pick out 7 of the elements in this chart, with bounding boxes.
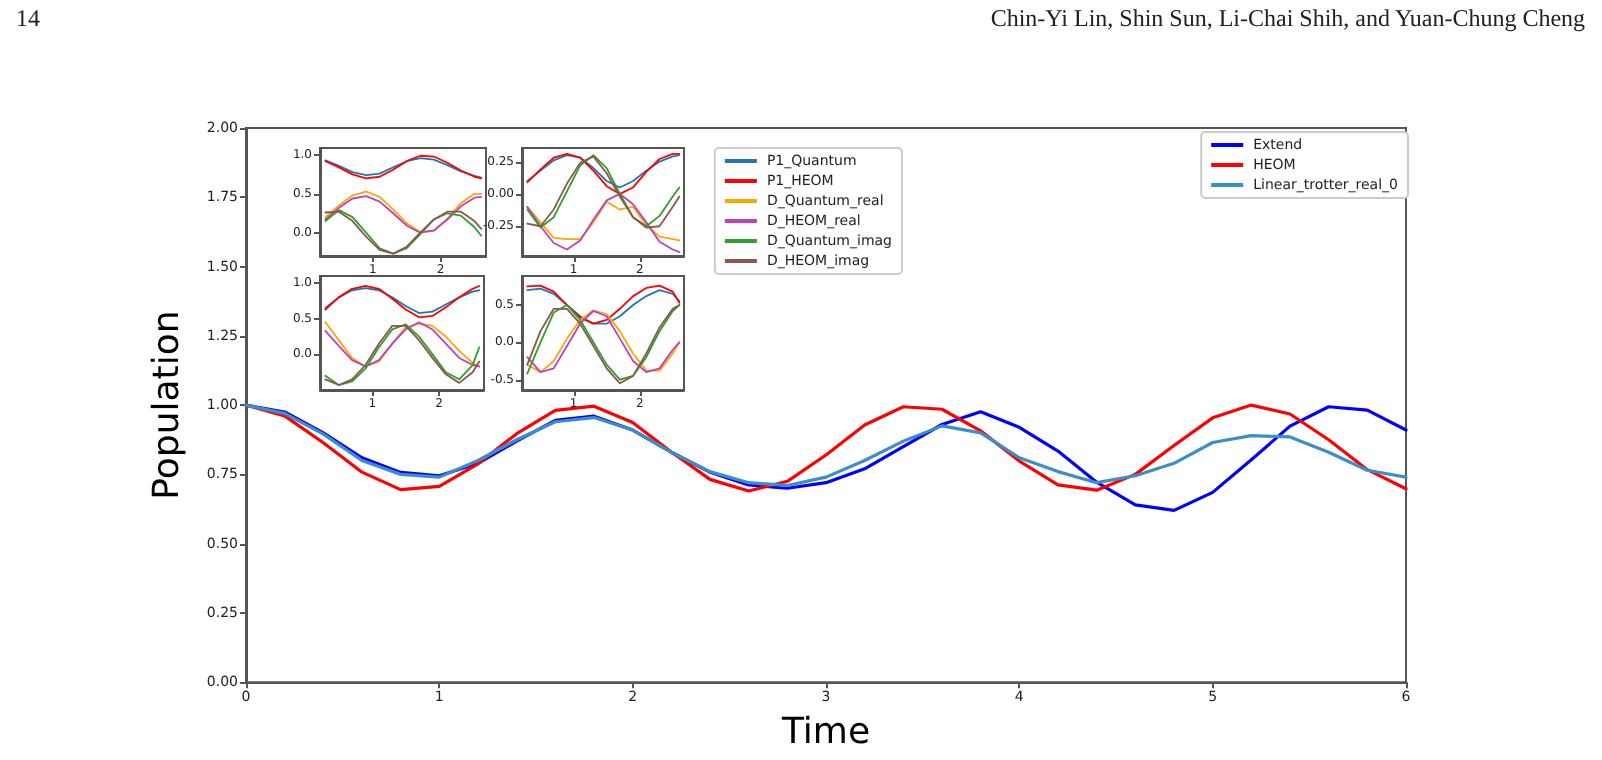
line-series [526,200,681,242]
y-axis-title: Population [146,310,189,500]
line-series [324,321,481,368]
text: Chin-Yi Lin, Shin Sun, Li-Chai Shih, and Yuan-Chung Cheng [990,4,1586,32]
x-axis-title: Time [779,711,871,753]
text: 14 [16,4,40,32]
line-series [526,193,681,254]
